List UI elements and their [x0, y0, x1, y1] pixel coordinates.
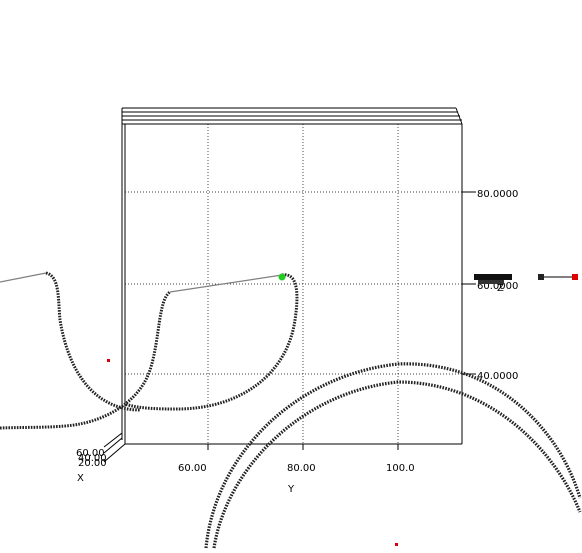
arc-trajectories — [204, 362, 582, 549]
y-tick-label: 80.00 — [287, 463, 316, 474]
z-tick-label: 40.0000 — [477, 371, 518, 382]
stray-marker[interactable] — [395, 543, 398, 546]
z-axis-title: Z — [497, 283, 504, 294]
y-axis-title: Y — [287, 484, 295, 495]
trajectory-left — [0, 271, 172, 430]
x-tick-label: 60.00 — [76, 448, 105, 459]
y-tick-label: 100.0 — [386, 463, 415, 474]
x-tick-label: 40.00 — [78, 453, 107, 464]
axis-box — [103, 107, 463, 463]
x-axis-title: X — [77, 473, 84, 484]
x-tick-label: 20.00 — [78, 458, 107, 469]
y-tick-label: 60.00 — [178, 463, 207, 474]
tick-marks — [207, 191, 476, 450]
z-tick-label: 60.0000 — [477, 281, 518, 292]
trajectory-middle — [124, 273, 299, 411]
stray-marker[interactable] — [107, 359, 110, 362]
start-marker[interactable] — [278, 273, 286, 281]
z-tick-label: 80.0000 — [477, 189, 518, 200]
right-side-objects — [474, 274, 578, 284]
grid-lines — [125, 124, 462, 444]
